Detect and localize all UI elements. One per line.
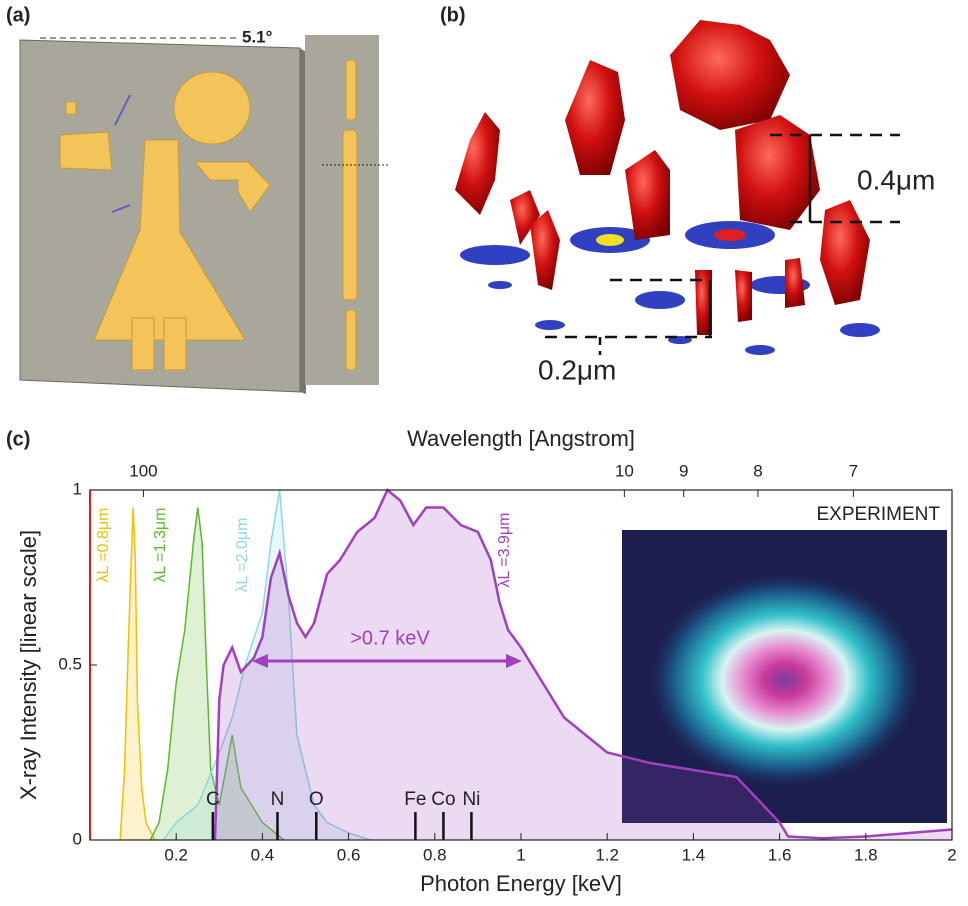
x-axis-label: Photon Energy [keV] [420,871,622,896]
x-tick-label: 0.4 [251,845,275,864]
element-label: Co [431,789,455,810]
figure: (a) (b) (c) 5.1° [0,0,968,901]
series-label: λL =3.9μm [496,513,513,588]
top-tick-label: 7 [849,461,858,480]
panel-label: (b) [440,4,466,26]
panel-b-image: 0.4μm 0.2μm [455,20,935,385]
panel-a-image: 5.1° [20,27,388,394]
panel-label: (a) [6,4,30,26]
top-tick-label: 8 [753,461,762,480]
element-label: O [309,789,324,810]
series-label: λL =1.3μm [152,508,169,583]
top-axis-label: Wavelength [Angstrom] [407,426,635,451]
y-tick-label: 1 [73,479,82,498]
element-label: N [271,789,285,810]
x-tick-label: 0.8 [423,845,447,864]
x-tick-label: 1.8 [854,845,878,864]
element-label: Fe [404,789,426,810]
scale-label: 0.2μm [538,354,616,385]
series-label: λL =0.8μm [95,508,112,583]
element-label: Ni [462,789,480,810]
y-axis-label: X-ray Intensity [linear scale] [16,530,41,800]
top-tick-label: 100 [129,461,157,480]
x-tick-label: 1 [516,845,525,864]
y-tick-label: 0.5 [58,654,82,673]
arrow-label: >0.7 keV [350,627,430,649]
scale-label: 0.4μm [857,164,935,195]
x-tick-label: 1.2 [595,845,619,864]
x-tick-label: 2 [947,845,956,864]
angle-label: 5.1° [242,27,273,46]
top-tick-label: 9 [679,461,688,480]
top-tick-label: 10 [615,461,634,480]
x-tick-label: 0.6 [337,845,361,864]
element-label: C [206,789,220,810]
series-label: λL =2.0μm [234,518,251,593]
inset-label: EXPERIMENT [816,504,940,525]
x-tick-label: 1.4 [682,845,706,864]
x-tick-label: 1.6 [768,845,792,864]
x-tick-label: 0.2 [164,845,188,864]
y-tick-label: 0 [73,829,82,848]
panel-label: (c) [6,428,30,450]
